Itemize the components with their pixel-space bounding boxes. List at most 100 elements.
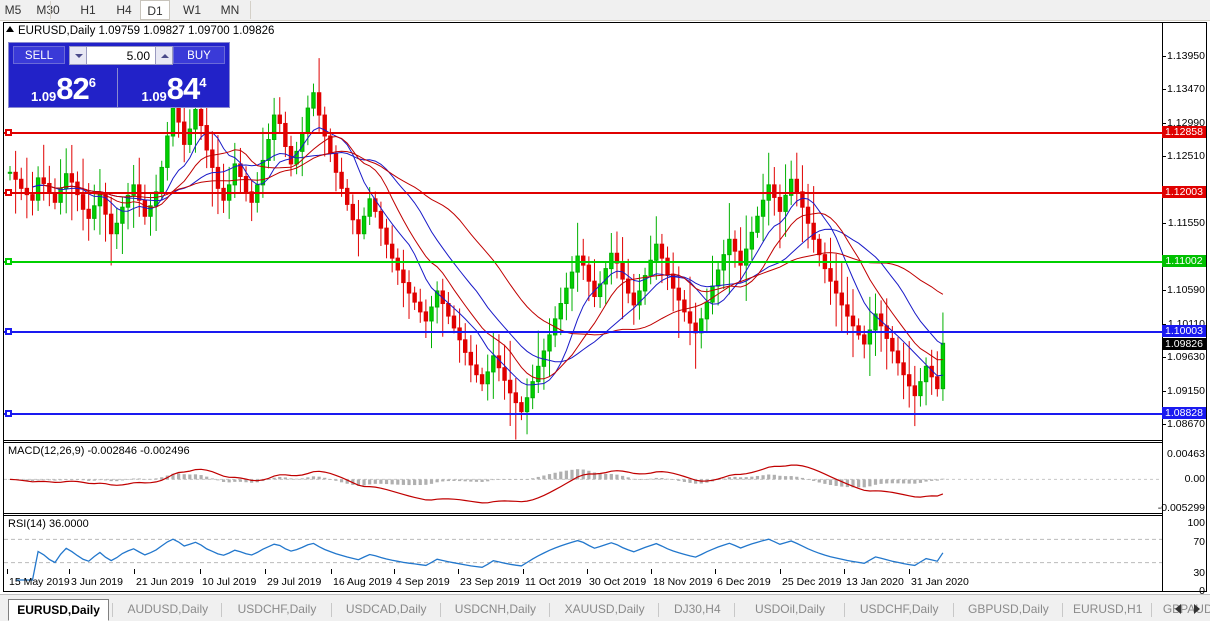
macd-label: MACD(12,26,9) -0.002846 -0.002496: [8, 445, 190, 457]
date-axis-label: 13 Jan 2020: [846, 576, 904, 588]
tabs-scroll-left-icon[interactable]: [1175, 604, 1181, 614]
date-axis-label: 6 Dec 2019: [717, 576, 771, 588]
date-axis-label: 23 Sep 2019: [460, 576, 520, 588]
price-axis-label: 1.12510: [1167, 150, 1205, 163]
chart-tab-bar: EURUSD,Daily AUDUSD,Daily USDCHF,Daily USDC…: [0, 594, 1210, 621]
rsi-label: RSI(14) 36.0000: [8, 518, 89, 530]
chart-tab-gbpusd-daily[interactable]: GBPUSD,Daily: [968, 602, 1049, 616]
level-line-anchor[interactable]: [5, 328, 12, 336]
price-tick: [1162, 89, 1166, 91]
sell-button[interactable]: SELL: [13, 46, 65, 64]
level-line-anchor[interactable]: [5, 258, 12, 266]
date-tick: [458, 569, 459, 574]
trade-controls-row: SELL 5.00 BUY: [9, 43, 229, 67]
collapse-triangle-icon[interactable]: [6, 26, 14, 32]
level-line-anchor[interactable]: [5, 128, 12, 136]
chevron-up-icon: [161, 54, 169, 58]
timeframe-m5-button[interactable]: M5: [4, 3, 22, 17]
price-axis-label: 1.13470: [1167, 83, 1205, 96]
macd-plot: [4, 464, 1164, 504]
tab-separator: [952, 603, 954, 617]
date-axis-label: 31 Jan 2020: [911, 576, 969, 588]
level-line-support[interactable]: [4, 410, 1164, 418]
chart-tab-xauusd-daily[interactable]: XAUUSD,Daily: [564, 602, 645, 616]
price-tick: [1162, 156, 1166, 158]
rsi-axis-label: 0: [1199, 585, 1205, 597]
date-axis-label: 15 May 2019: [9, 576, 70, 588]
chart-window: EURUSD,Daily 1.09759 1.09827 1.09700 1.0…: [3, 22, 1207, 597]
chart-tab-usdoil-daily[interactable]: USDOil,Daily: [754, 602, 825, 616]
level-line-pivot[interactable]: [4, 258, 1164, 266]
chart-tab-eurusd-h1[interactable]: EURUSD,H1: [1073, 602, 1143, 616]
timeframe-mn-button[interactable]: MN: [220, 3, 240, 17]
price-badge-resistance[interactable]: 1.12858: [1162, 125, 1206, 138]
price-scale[interactable]: 1.13950 1.13470 1.12990 1.12510 1.11550 1.105…: [1158, 23, 1206, 597]
chart-tab-usdcad-daily[interactable]: USDCAD,Daily: [345, 602, 427, 616]
price-tick: [1162, 323, 1166, 325]
price-axis-label: 1.10590: [1167, 284, 1205, 297]
date-tick: [523, 569, 524, 574]
tabs-scroll-right-icon[interactable]: [1194, 604, 1200, 614]
volume-input[interactable]: 5.00: [87, 46, 155, 65]
buy-price-display[interactable]: 1.09844: [120, 68, 228, 108]
timeframe-h1-button[interactable]: H1: [80, 3, 96, 17]
tab-separator: [1151, 603, 1153, 617]
price-badge-pivot[interactable]: 1.11002: [1162, 255, 1206, 268]
price-badge-current-price[interactable]: 1.09826: [1162, 337, 1206, 350]
date-axis-label: 11 Oct 2019: [525, 576, 582, 588]
chart-tab-eurusd-daily[interactable]: EURUSD,Daily: [8, 599, 110, 621]
tab-separator: [734, 603, 736, 617]
timeframe-w1-button[interactable]: W1: [183, 3, 201, 17]
date-tick: [265, 569, 266, 574]
rsi-pane[interactable]: RSI(14) 36.0000: [4, 515, 1164, 587]
price-pane[interactable]: [4, 39, 1164, 441]
sell-price-display[interactable]: 1.09826: [10, 68, 118, 108]
timeframe-d1-button[interactable]: D1: [140, 0, 170, 20]
volume-stepper[interactable]: 5.00: [69, 46, 173, 65]
price-badge-resistance[interactable]: 1.12003: [1162, 185, 1206, 198]
macd-pane[interactable]: MACD(12,26,9) -0.002846 -0.002496: [4, 442, 1164, 514]
timeframe-m30-button[interactable]: M30: [36, 3, 60, 17]
rsi-axis-label: 100: [1187, 517, 1205, 529]
level-line-resistance[interactable]: [4, 188, 1164, 196]
level-line-anchor[interactable]: [5, 188, 12, 196]
level-line-anchor[interactable]: [5, 410, 12, 418]
level-line-resistance[interactable]: [4, 128, 1164, 136]
chart-tab-audusd-daily[interactable]: AUDUSD,Daily: [127, 602, 209, 616]
chart-title-text: EURUSD,Daily 1.09759 1.09827 1.09700 1.0…: [18, 25, 275, 37]
chart-tab-dj30-h4[interactable]: DJ30,H4: [673, 602, 721, 616]
buy-price-big: 84: [166, 71, 200, 106]
volume-decrease-button[interactable]: [69, 46, 87, 65]
date-tick: [844, 569, 845, 574]
rsi-axis-label: 70: [1193, 536, 1205, 548]
price-tick: [1162, 223, 1166, 225]
tab-separator: [112, 603, 114, 617]
chart-tab-gbpaud-h1[interactable]: GBPAUD,H1: [1162, 602, 1210, 616]
tab-separator: [330, 603, 332, 617]
timeframe-toolbar: M5 M30 H1 H4 D1 W1 MN: [0, 0, 1210, 21]
date-tick: [394, 569, 395, 574]
date-tick: [7, 569, 8, 574]
date-axis-label: 4 Sep 2019: [396, 576, 450, 588]
candlestick-plot: [7, 58, 946, 440]
toolbar-separator: [50, 1, 51, 19]
date-axis-label: 16 Aug 2019: [333, 576, 392, 588]
date-axis[interactable]: 15 May 2019 3 Jun 2019 21 Jun 2019 10 Jul 2…: [3, 569, 1207, 593]
tab-separator: [549, 603, 550, 617]
timeframe-h4-button[interactable]: H4: [116, 3, 132, 17]
price-tick: [1162, 55, 1166, 57]
chart-tab-usdchf-daily[interactable]: USDCHF,Daily: [859, 602, 939, 616]
chart-tab-usdcnh-daily[interactable]: USDCNH,Daily: [454, 602, 537, 616]
price-axis-label: 1.11550: [1167, 217, 1205, 230]
price-badge-support[interactable]: 1.08828: [1162, 407, 1206, 420]
sell-price-big: 82: [56, 71, 89, 106]
buy-button[interactable]: BUY: [173, 46, 225, 64]
volume-increase-button[interactable]: [155, 46, 173, 65]
price-tick: [1162, 290, 1166, 292]
price-badge-support[interactable]: 1.10003: [1162, 325, 1206, 338]
date-axis-label: 18 Nov 2019: [653, 576, 713, 588]
chart-tab-usdchf-daily[interactable]: USDCHF,Daily: [237, 602, 317, 616]
tab-separator: [843, 603, 845, 617]
level-line-support[interactable]: [4, 328, 1164, 336]
date-axis-label: 21 Jun 2019: [136, 576, 194, 588]
